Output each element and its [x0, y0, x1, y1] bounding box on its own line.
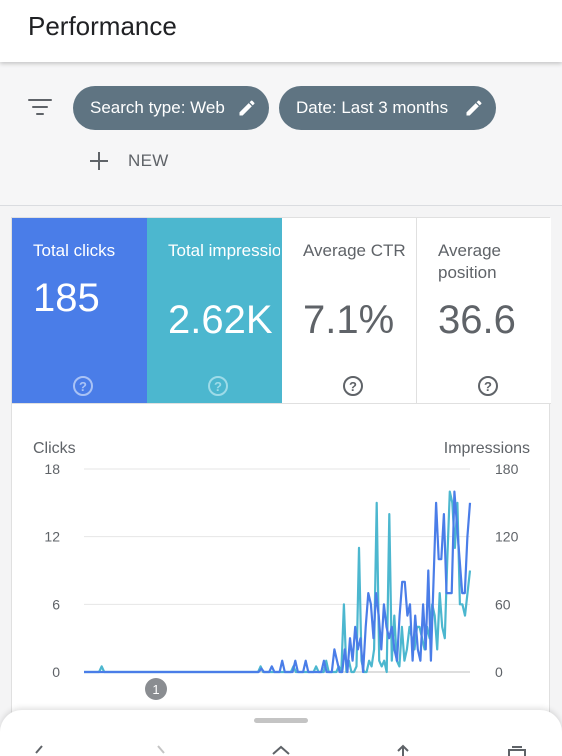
metric-value: 36.6 [438, 298, 516, 342]
help-icon[interactable]: ? [208, 376, 228, 396]
filter-list-icon[interactable] [28, 99, 52, 115]
y-tick-label-right: 120 [495, 529, 519, 545]
date-range-filter-chip[interactable]: Date: Last 3 months [279, 86, 496, 130]
help-icon[interactable]: ? [478, 376, 498, 396]
metric-average-position[interactable]: Average position 36.6 ? [417, 218, 551, 403]
metric-label: Total clicks [33, 241, 116, 260]
help-icon[interactable]: ? [73, 376, 93, 396]
metric-label: Average CTR [303, 241, 406, 260]
y-tick-label-left: 12 [44, 529, 60, 545]
y-tick-label-left: 6 [52, 596, 60, 612]
drag-handle[interactable] [254, 718, 308, 723]
performance-card: Total clicks 185 ? Total impressions 2.6… [11, 217, 551, 717]
metric-label: Total impressions [168, 241, 280, 260]
tabs-icon[interactable] [506, 744, 528, 756]
annotation-badge-number: 1 [152, 682, 159, 697]
y-tick-label-right: 60 [495, 596, 511, 612]
search-type-filter-chip[interactable]: Search type: Web [73, 86, 269, 130]
y-tick-label-left: 0 [52, 664, 60, 680]
y-tick-label-right: 180 [495, 461, 519, 477]
y-tick-label-left: 18 [44, 461, 60, 477]
new-filter-button[interactable]: NEW [88, 148, 169, 174]
annotation-marker[interactable]: 1 [145, 678, 167, 700]
share-icon[interactable] [392, 744, 414, 756]
divider [12, 403, 551, 404]
forward-icon[interactable] [150, 744, 172, 756]
edit-icon [239, 100, 255, 116]
page-title: Performance [28, 11, 177, 41]
metric-total-clicks[interactable]: Total clicks 185 ? [12, 218, 147, 403]
series-line-clicks [84, 490, 472, 674]
metric-label: Average position [438, 241, 502, 282]
metric-average-ctr[interactable]: Average CTR 7.1% ? [282, 218, 417, 403]
metric-value: 7.1% [303, 298, 395, 342]
plus-icon [88, 150, 110, 172]
chip-label: Search type: Web [90, 98, 225, 117]
metric-value: 2.62K [168, 298, 273, 342]
y-axis-label-left: Clicks [33, 440, 76, 457]
chip-label: Date: Last 3 months [296, 98, 449, 117]
metric-total-impressions[interactable]: Total impressions 2.62K ? [147, 218, 282, 403]
performance-chart[interactable]: Clicks Impressions 18 180 12 120 6 60 0 0 1 [12, 404, 551, 704]
metric-value: 185 [33, 276, 100, 320]
back-icon[interactable] [30, 744, 52, 756]
edit-icon [466, 100, 482, 116]
app-bar: Performance [0, 0, 562, 62]
new-filter-label: NEW [128, 151, 169, 170]
bottom-sheet [0, 710, 562, 756]
help-icon[interactable]: ? [343, 376, 363, 396]
y-axis-label-right: Impressions [444, 440, 530, 457]
y-tick-label-right: 0 [495, 664, 503, 680]
filter-bar [0, 64, 562, 206]
home-icon[interactable] [270, 744, 292, 756]
